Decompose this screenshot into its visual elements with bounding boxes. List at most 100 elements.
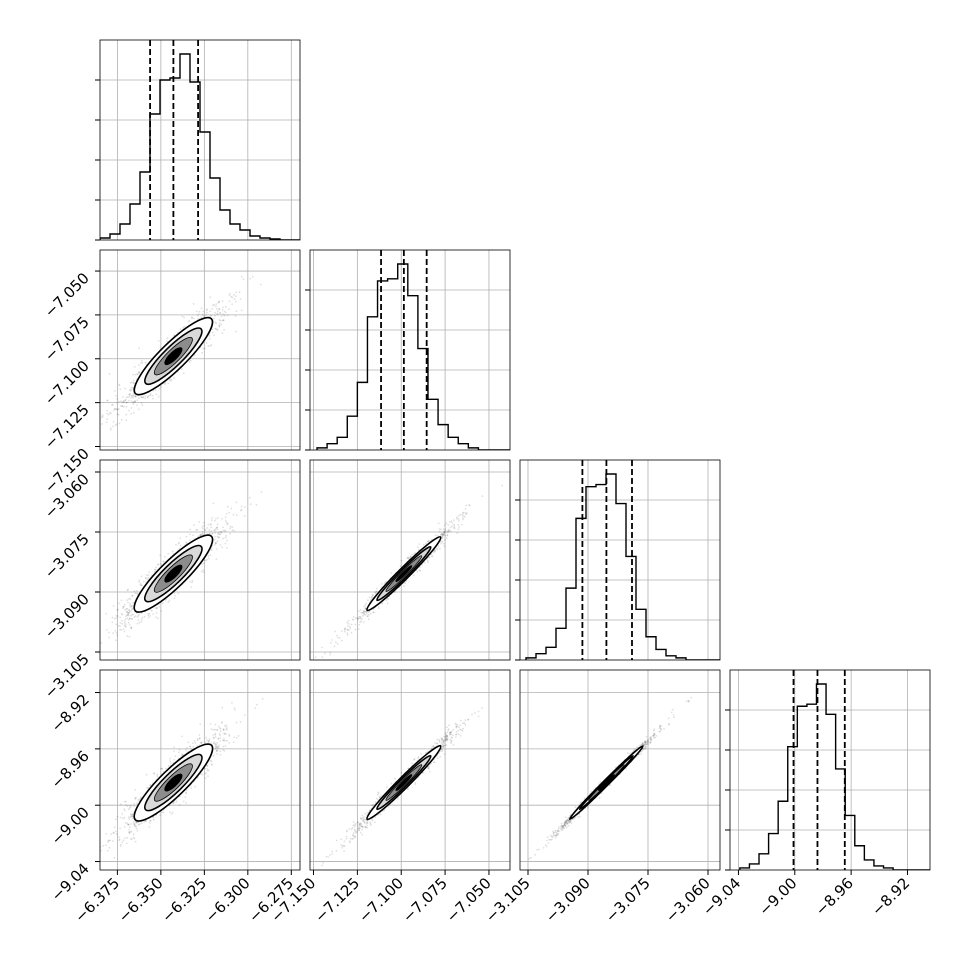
sample-point <box>235 721 238 724</box>
sample-point <box>156 563 159 566</box>
sample-point <box>125 405 128 408</box>
sample-point <box>226 505 229 508</box>
sample-point <box>361 828 364 831</box>
sample-point <box>362 817 365 820</box>
sample-point <box>188 361 191 363</box>
sample-point <box>154 389 157 392</box>
sample-point <box>355 831 358 834</box>
sample-point <box>148 394 151 397</box>
sample-point <box>119 803 122 806</box>
sample-point <box>215 322 218 325</box>
sample-point <box>435 547 438 549</box>
sample-point <box>459 735 462 737</box>
sample-point <box>364 610 367 613</box>
sample-point <box>121 841 124 844</box>
sample-point <box>149 609 152 611</box>
sample-point <box>441 750 444 753</box>
sample-point <box>370 597 373 600</box>
sample-point <box>179 328 182 330</box>
sample-point <box>218 319 221 321</box>
sample-point <box>173 746 176 748</box>
sample-point <box>443 735 445 738</box>
histogram-panel-1 <box>309 249 511 451</box>
sample-point <box>348 828 351 830</box>
sample-point <box>419 566 421 568</box>
sample-point <box>381 602 383 605</box>
sample-point <box>202 533 205 536</box>
sample-point <box>228 300 231 303</box>
sample-point <box>209 296 212 299</box>
sample-point <box>436 757 439 760</box>
sample-point <box>437 535 439 537</box>
sample-point <box>358 829 360 832</box>
sample-point <box>138 581 141 583</box>
sample-point <box>147 787 150 790</box>
sample-point <box>148 821 151 824</box>
sample-point <box>216 749 218 752</box>
sample-point <box>155 566 157 569</box>
sample-point <box>140 584 143 587</box>
sample-point <box>443 524 446 527</box>
sample-point <box>381 583 383 585</box>
sample-point <box>128 611 131 614</box>
sample-point <box>126 599 128 601</box>
sample-point <box>125 419 128 422</box>
sample-point <box>134 798 137 800</box>
sample-point <box>181 735 183 738</box>
sample-point <box>129 382 132 384</box>
sample-point <box>201 773 204 776</box>
sample-point <box>235 330 237 333</box>
sample-point <box>464 512 467 514</box>
sample-point <box>129 602 132 605</box>
sample-point <box>164 383 167 386</box>
sample-point <box>359 827 361 829</box>
sample-point <box>386 786 388 789</box>
sample-point <box>363 610 365 613</box>
sample-point <box>140 402 143 404</box>
sample-point <box>223 314 226 317</box>
sample-point <box>191 579 194 582</box>
sample-point <box>362 820 365 823</box>
sample-point <box>216 312 219 315</box>
sample-point <box>142 396 144 399</box>
sample-point <box>131 395 133 398</box>
sample-point <box>143 820 146 823</box>
sample-point <box>121 813 124 815</box>
sample-point <box>140 822 143 825</box>
sample-point <box>123 400 125 402</box>
sample-point <box>128 395 131 398</box>
sample-point <box>194 741 197 744</box>
sample-point <box>451 737 454 739</box>
sample-point <box>109 429 112 431</box>
sample-point <box>214 732 217 735</box>
sample-point <box>133 382 135 385</box>
sample-point <box>130 823 132 825</box>
sample-point <box>325 855 328 858</box>
sample-point <box>444 739 447 741</box>
sample-point <box>375 590 378 593</box>
sample-point <box>198 737 201 739</box>
sample-point <box>383 582 386 585</box>
sample-point <box>206 308 208 311</box>
sample-point <box>122 605 125 608</box>
sample-point <box>128 394 131 396</box>
sample-point <box>255 503 258 506</box>
histogram-panel-2 <box>519 459 721 661</box>
sample-point <box>216 523 219 526</box>
sample-point <box>363 821 366 824</box>
sample-point <box>127 611 130 614</box>
sample-point <box>216 313 219 316</box>
sample-point <box>346 628 349 631</box>
sample-point <box>205 736 208 739</box>
panel-frame <box>99 669 301 871</box>
sample-point <box>448 733 451 736</box>
sample-point <box>132 411 135 414</box>
sample-point <box>375 590 378 593</box>
sample-point <box>148 612 151 615</box>
sample-point <box>217 310 219 312</box>
sample-point <box>445 734 448 737</box>
sample-point <box>226 739 228 742</box>
sample-point <box>231 303 234 305</box>
sample-point <box>118 383 120 386</box>
sample-point <box>233 298 236 301</box>
